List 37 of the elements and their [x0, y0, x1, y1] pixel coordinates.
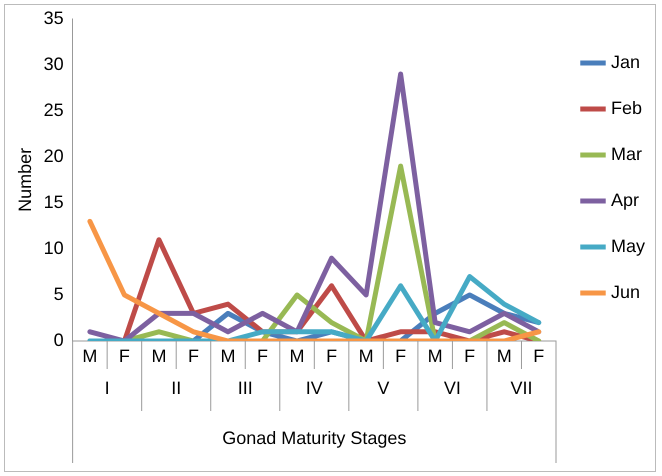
x-tick-label: F	[395, 346, 406, 366]
text: VI	[444, 378, 461, 398]
x-tick-label: M	[358, 346, 374, 366]
x-tick-label: F	[464, 346, 476, 366]
x-axis-title: Gonad Maturity Stages	[222, 428, 406, 448]
legend-label: Jan	[610, 52, 640, 72]
x-tick-label: M	[220, 346, 236, 366]
y-tick-label: 10	[44, 238, 64, 258]
x-tick-label: M	[290, 346, 305, 366]
text: V	[377, 378, 390, 398]
legend-label: Mar	[610, 144, 642, 164]
legend-label: May	[610, 236, 646, 256]
x-tick-label: M	[428, 346, 443, 366]
legend-label: Jun	[610, 282, 640, 302]
legend-label: Feb	[610, 98, 642, 118]
legend-label: Apr	[610, 190, 640, 210]
x-tick-label: F	[257, 346, 268, 366]
y-tick-label: 25	[44, 100, 64, 120]
x-tick-label: M	[151, 346, 166, 366]
text: II	[171, 378, 182, 398]
text: IV	[306, 378, 323, 398]
x-tick-label: M	[496, 346, 512, 366]
y-axis-title: Number	[14, 148, 35, 212]
y-tick-label: 0	[54, 330, 64, 350]
text: VII	[510, 378, 532, 398]
y-tick-label: 5	[54, 284, 64, 304]
y-tick-label: 15	[44, 192, 64, 212]
text: III	[238, 378, 253, 398]
y-tick-label: 20	[44, 146, 64, 166]
y-tick-label: 30	[44, 54, 64, 74]
x-tick-label: F	[188, 346, 199, 366]
x-tick-label: F	[118, 346, 130, 366]
x-tick-label: M	[82, 346, 98, 366]
x-tick-label: F	[326, 346, 338, 366]
text: I	[104, 378, 110, 398]
y-tick-label: 35	[44, 8, 64, 28]
x-tick-label: F	[533, 346, 544, 366]
